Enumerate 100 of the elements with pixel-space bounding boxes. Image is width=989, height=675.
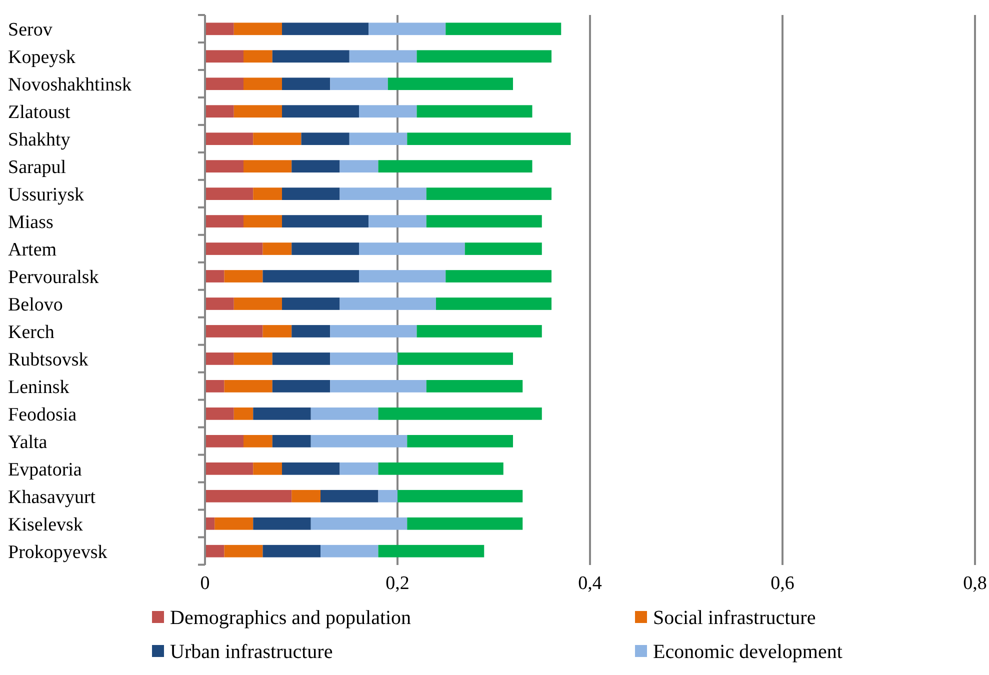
bar <box>368 215 426 228</box>
y-tick-label: Serov <box>8 20 53 41</box>
bar <box>407 517 523 530</box>
x-tick-label: 0,6 <box>770 573 794 594</box>
y-tick-label: Khasavyurt <box>8 486 96 508</box>
bar <box>416 50 552 63</box>
bar <box>244 78 282 90</box>
x-tick-label: 0 <box>200 573 210 594</box>
bar <box>340 188 426 200</box>
bar <box>253 408 311 420</box>
bar <box>378 544 484 558</box>
bar <box>464 242 542 255</box>
bar <box>234 408 254 420</box>
y-tick-label: Kopeysk <box>8 47 76 68</box>
bar <box>292 490 320 502</box>
bar <box>205 325 263 338</box>
bar <box>244 50 272 63</box>
legend-label: Economic development <box>653 641 843 663</box>
y-tick-label: Zlatoust <box>8 102 71 123</box>
bar <box>282 462 340 475</box>
bar <box>253 462 282 475</box>
bar <box>359 105 417 118</box>
bar <box>205 298 234 310</box>
legend-label: Demographics and population <box>170 607 412 629</box>
bar <box>340 160 378 172</box>
bar <box>416 105 532 118</box>
bar <box>253 132 302 146</box>
y-tick-label: Feodosia <box>8 404 78 426</box>
bar <box>234 352 272 365</box>
bar <box>205 434 244 448</box>
bar <box>224 544 263 558</box>
bar <box>426 380 523 392</box>
bar <box>330 78 388 90</box>
bar <box>253 188 282 200</box>
legend-label: Urban infrastructure <box>170 641 333 663</box>
bar <box>282 298 340 310</box>
y-tick-label: Rubtsovsk <box>8 349 89 370</box>
bar <box>330 325 417 338</box>
bar <box>282 215 369 228</box>
y-tick-label: Sarapul <box>8 156 66 178</box>
bar <box>330 380 426 392</box>
bar <box>272 352 330 365</box>
y-tick-label: Pervouralsk <box>8 266 100 288</box>
bar <box>320 544 378 558</box>
bar <box>320 490 378 502</box>
bar <box>205 490 292 502</box>
bar <box>416 325 542 338</box>
y-tick-label: Miass <box>8 212 54 233</box>
x-tick-label: 0,2 <box>386 573 410 594</box>
y-tick-label: Novoshakhtinsk <box>8 74 132 96</box>
bar <box>234 298 282 310</box>
x-tick-label: 0,4 <box>578 573 602 594</box>
bar <box>262 270 359 282</box>
bar <box>426 188 552 200</box>
bar <box>234 105 282 118</box>
bar <box>378 490 398 502</box>
bar <box>446 22 562 36</box>
bar <box>282 105 359 118</box>
y-tick-label: Artem <box>8 239 57 260</box>
bar <box>205 50 244 63</box>
bar <box>310 408 378 420</box>
bar <box>340 462 378 475</box>
bar <box>359 242 465 255</box>
bar <box>205 215 244 228</box>
bar <box>262 544 320 558</box>
bar <box>436 298 552 310</box>
bar <box>205 462 254 475</box>
bar <box>340 298 436 310</box>
bar <box>205 408 234 420</box>
y-tick-label: Kerch <box>8 322 55 343</box>
y-tick-label: Evpatoria <box>8 459 82 480</box>
bar <box>330 352 398 365</box>
bar <box>262 242 292 255</box>
y-tick-label: Prokopyevsk <box>8 542 108 563</box>
bar <box>359 270 446 282</box>
bar <box>426 215 542 228</box>
bar <box>244 215 282 228</box>
x-tick-label: 0,8 <box>963 573 987 594</box>
bar <box>224 270 263 282</box>
bar <box>292 242 359 255</box>
bar <box>292 325 330 338</box>
bar <box>349 132 408 146</box>
bar <box>282 22 369 36</box>
bar <box>388 78 513 90</box>
bar <box>407 434 513 448</box>
bar <box>310 517 408 530</box>
bar <box>214 517 254 530</box>
bar <box>301 132 350 146</box>
bar <box>398 490 523 502</box>
bar <box>398 352 513 365</box>
bar <box>205 380 224 392</box>
bar <box>310 434 408 448</box>
bar <box>205 160 244 172</box>
bar <box>253 517 311 530</box>
bar <box>205 22 234 36</box>
bar <box>205 352 234 365</box>
bar <box>205 78 244 90</box>
bar <box>244 434 272 448</box>
y-tick-label: Kiselevsk <box>8 514 84 536</box>
bar <box>368 22 446 36</box>
